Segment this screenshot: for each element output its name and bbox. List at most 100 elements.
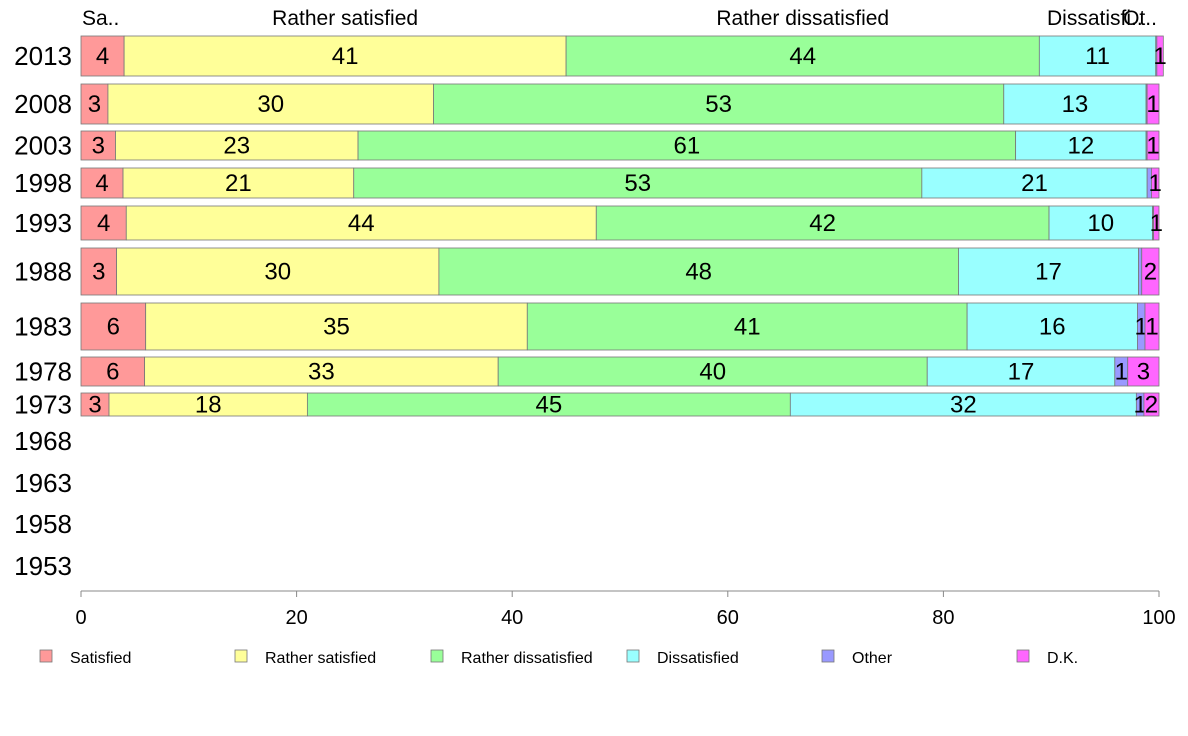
bar-1978-rather-satisfied <box>144 356 499 387</box>
data-label-2008-rather-satisfied: 30 <box>257 91 284 118</box>
data-label-2008-d-k: 1 <box>1146 91 1159 118</box>
data-label-1998-rather-dissatisfied: 53 <box>624 170 651 197</box>
year-label-1973: 1973 <box>14 390 72 420</box>
legend-swatch-dissatisfied <box>626 649 640 663</box>
bar-2013-satisfied <box>80 35 125 77</box>
data-label-2003-satisfied: 3 <box>92 133 105 160</box>
data-label-1993-satisfied: 4 <box>97 210 110 237</box>
data-label-2013-rather-satisfied: 41 <box>332 43 359 70</box>
x-tick-label-60: 60 <box>717 607 739 629</box>
legend-swatch-rather-satisfied <box>234 649 248 663</box>
legend-label-d-k: D.K. <box>1047 650 1078 667</box>
bar-2013-rather-dissatisfied <box>565 35 1040 77</box>
bar-2003-rather-satisfied <box>115 130 359 161</box>
data-label-2013-d-k: 1 <box>1153 43 1166 70</box>
data-label-2008-rather-dissatisfied: 53 <box>705 91 732 118</box>
data-label-1973-rather-satisfied: 18 <box>195 392 222 419</box>
bar-1978-rather-dissatisfied <box>497 356 928 387</box>
data-label-1978-satisfied: 6 <box>106 359 119 386</box>
year-label-2013: 2013 <box>14 41 72 71</box>
data-label-2003-rather-dissatisfied: 61 <box>673 133 700 160</box>
bar-1993-dissatisfied <box>1048 205 1153 241</box>
bar-2008-dissatisfied <box>1003 83 1147 125</box>
bar-1978-satisfied <box>80 356 146 387</box>
bar-1988-satisfied <box>80 247 117 296</box>
bar-2003-rather-dissatisfied <box>357 130 1017 161</box>
data-label-2003-dissatisfied: 12 <box>1067 133 1094 160</box>
data-label-1973-other: 1 <box>1133 392 1146 419</box>
year-label-2003: 2003 <box>14 131 72 161</box>
bar-2003-d-k <box>1146 130 1160 161</box>
bar-1993-rather-satisfied <box>125 205 597 241</box>
top-label-rather-dissatisfied: Rather dissatisfied <box>716 7 889 30</box>
data-label-1978-rather-dissatisfied: 40 <box>699 359 726 386</box>
bar-1973-d-k <box>1143 392 1160 417</box>
bar-1983-dissatisfied <box>966 302 1138 351</box>
legend-swatch-satisfied <box>39 649 53 663</box>
bar-1983-rather-dissatisfied <box>526 302 968 351</box>
bar-1983-d-k <box>1144 302 1160 351</box>
legend-label-other: Other <box>852 650 893 667</box>
legend-label-dissatisfied: Dissatisfied <box>657 650 739 667</box>
top-series-labels: Sa.. Rather satisfied Rather dissatisfied D… <box>82 7 1157 30</box>
legend-swatch-other <box>821 649 835 663</box>
data-label-2003-rather-satisfied: 23 <box>223 133 250 160</box>
x-tick-label-80: 80 <box>932 607 954 629</box>
data-label-1988-rather-dissatisfied: 48 <box>685 259 712 286</box>
year-label-1958: 1958 <box>14 509 72 539</box>
bar-2013-rather-satisfied <box>123 35 567 77</box>
legend-label-rather-dissatisfied: Rather dissatisfied <box>461 650 593 667</box>
data-label-1973-dissatisfied: 32 <box>950 392 977 419</box>
x-tick-label-100: 100 <box>1142 607 1175 629</box>
data-label-1983-other: 1 <box>1135 314 1148 341</box>
bar-2008-satisfied <box>80 83 109 125</box>
data-label-1983-rather-dissatisfied: 41 <box>734 314 761 341</box>
data-label-1998-dissatisfied: 21 <box>1021 170 1048 197</box>
year-label-1953: 1953 <box>14 551 72 581</box>
data-label-1978-d-k: 3 <box>1137 359 1150 386</box>
data-label-2013-rather-dissatisfied: 44 <box>789 43 816 70</box>
data-label-2008-dissatisfied: 13 <box>1062 91 1089 118</box>
bar-1988-rather-dissatisfied <box>438 247 959 296</box>
data-label-2013-satisfied: 4 <box>96 43 109 70</box>
bar-1998-dissatisfied <box>921 167 1148 199</box>
bar-1978-dissatisfied <box>926 356 1116 387</box>
bar-1998-d-k <box>1151 167 1160 199</box>
legend-label-rather-satisfied: Rather satisfied <box>265 650 376 667</box>
x-tick-label-20: 20 <box>285 607 307 629</box>
year-label-1968: 1968 <box>14 426 72 456</box>
data-label-1983-d-k: 1 <box>1145 314 1158 341</box>
bar-2013-dissatisfied <box>1038 35 1157 77</box>
data-label-1983-rather-satisfied: 35 <box>323 314 350 341</box>
top-label-other: Ot.. <box>1123 7 1157 30</box>
data-label-2013-dissatisfied: 11 <box>1085 43 1110 70</box>
year-label-1988: 1988 <box>14 257 72 287</box>
data-label-1973-d-k: 2 <box>1145 392 1158 419</box>
bar-1988-dissatisfied <box>958 247 1139 296</box>
bar-1998-satisfied <box>80 167 124 199</box>
bar-1978-d-k <box>1127 356 1160 387</box>
data-label-1988-dissatisfied: 17 <box>1035 259 1062 286</box>
data-label-1988-d-k: 2 <box>1144 259 1157 286</box>
data-label-1978-other: 1 <box>1115 359 1128 386</box>
bar-1988-other <box>1138 247 1143 296</box>
data-label-1973-satisfied: 3 <box>88 392 101 419</box>
x-tick-label-0: 0 <box>75 607 86 629</box>
data-label-1998-d-k: 1 <box>1149 170 1162 197</box>
legend-swatch-rather-dissatisfied <box>430 649 444 663</box>
bar-1993-d-k <box>1153 205 1160 241</box>
bar-1988-d-k <box>1141 247 1160 296</box>
data-label-1993-rather-dissatisfied: 42 <box>809 210 836 237</box>
x-tick-label-40: 40 <box>501 607 523 629</box>
top-label-rather-satisfied: Rather satisfied <box>272 7 418 30</box>
data-label-1983-satisfied: 6 <box>107 314 120 341</box>
bar-2003-dissatisfied <box>1015 130 1147 161</box>
bar-2008-d-k <box>1146 83 1160 125</box>
data-label-2003-d-k: 1 <box>1146 133 1159 160</box>
data-label-1978-dissatisfied: 17 <box>1008 359 1035 386</box>
bar-1993-satisfied <box>80 205 127 241</box>
bar-2008-rather-dissatisfied <box>433 83 1005 125</box>
data-label-1988-rather-satisfied: 30 <box>264 259 291 286</box>
